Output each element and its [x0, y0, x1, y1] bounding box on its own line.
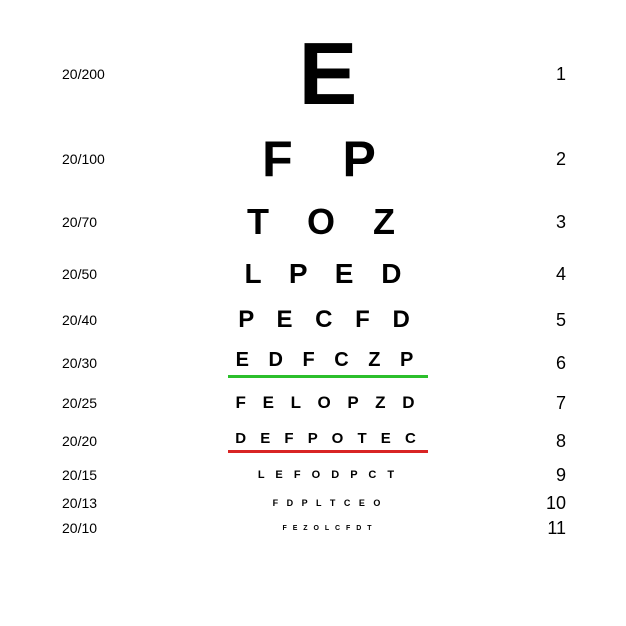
acuity-label: 20/30 [0, 355, 140, 371]
letters-line: E [140, 23, 516, 125]
chart-row: 20/100 F P 2 [0, 124, 626, 194]
line-number: 6 [516, 353, 626, 374]
letters-text: L P E D [244, 258, 411, 289]
chart-row: 20/15 L E F O D P C T 9 [0, 460, 626, 490]
snellen-eye-chart: 20/200 E 1 20/100 F P 2 20/70 T O Z 3 20/50 L P E … [0, 24, 626, 540]
acuity-label: 20/50 [0, 266, 140, 282]
line-number: 3 [516, 212, 626, 233]
acuity-label: 20/40 [0, 312, 140, 328]
acuity-label: 20/15 [0, 467, 140, 483]
line-number: 9 [516, 465, 626, 486]
letters-text: E D F C Z P [236, 349, 421, 371]
acuity-label: 20/20 [0, 433, 140, 449]
chart-row: 20/10 F E Z O L C F D T 11 [0, 516, 626, 540]
letters-text: F D P L T C E O [273, 498, 384, 508]
line-number: 4 [516, 264, 626, 285]
chart-row: 20/20 D E F P O T E C 8 [0, 422, 626, 460]
red-underline [228, 450, 428, 453]
letters-line: L P E D [140, 258, 516, 290]
acuity-label: 20/70 [0, 214, 140, 230]
letters-line: F E Z O L C F D T [140, 525, 516, 532]
letters-text: E [299, 24, 358, 123]
letters-line: P E C F D [140, 306, 516, 334]
acuity-label: 20/10 [0, 520, 140, 536]
chart-row: 20/40 P E C F D 5 [0, 298, 626, 342]
acuity-label: 20/100 [0, 151, 140, 167]
line-number: 2 [516, 149, 626, 170]
letters-text: L E F O D P C T [258, 469, 398, 481]
letters-text: D E F P O T E C [235, 430, 421, 447]
green-underline [228, 375, 428, 378]
chart-row: 20/50 L P E D 4 [0, 250, 626, 298]
letters-text: F P [262, 131, 394, 187]
line-number: 10 [516, 493, 626, 514]
letters-line: F E L O P Z D [140, 393, 516, 413]
acuity-label: 20/200 [0, 66, 140, 82]
line-number: 5 [516, 310, 626, 331]
line-number: 11 [516, 518, 626, 539]
letters-text: T O Z [247, 201, 409, 242]
letters-text: P E C F D [238, 306, 418, 333]
chart-row: 20/70 T O Z 3 [0, 194, 626, 250]
acuity-label: 20/25 [0, 395, 140, 411]
chart-row: 20/200 E 1 [0, 24, 626, 124]
acuity-label: 20/13 [0, 495, 140, 511]
letters-line: L E F O D P C T [140, 469, 516, 481]
chart-row: 20/30 E D F C Z P 6 [0, 342, 626, 384]
chart-row: 20/13 F D P L T C E O 10 [0, 490, 626, 516]
letters-line: E D F C Z P [140, 349, 516, 378]
letters-line: F D P L T C E O [140, 498, 516, 508]
letters-text: F E L O P Z D [235, 393, 420, 412]
line-number: 7 [516, 393, 626, 414]
letters-line: D E F P O T E C [140, 430, 516, 453]
line-number: 1 [516, 64, 626, 85]
chart-row: 20/25 F E L O P Z D 7 [0, 384, 626, 422]
letters-text: F E Z O L C F D T [282, 525, 373, 532]
letters-line: F P [140, 130, 516, 188]
line-number: 8 [516, 431, 626, 452]
letters-line: T O Z [140, 201, 516, 243]
